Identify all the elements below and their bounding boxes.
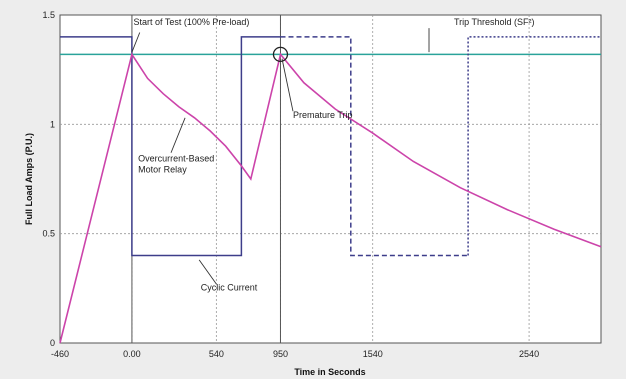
annotation-leader-cyclic [198,259,217,285]
premature-trip-marker [272,46,289,63]
x-tick-label-3: 950 [273,349,288,359]
annotation-start: Start of Test (100% Pre-load) [133,17,249,27]
x-tick-labels: -460 0.00 540 950 1540 2540 [51,349,539,359]
annotations-layer: Start of Test (100% Pre-load) Trip Thresh… [131,17,535,293]
y-tick-label-1: 0.5 [42,229,55,239]
y-tick-label-3: 1.5 [42,10,55,20]
y-tick-label-0: 0 [50,338,55,348]
x-tick-label-2: 540 [209,349,224,359]
x-tick-label-1: 0.00 [123,349,141,359]
series-cyclic-current [60,36,281,257]
annotation-leader-premature [281,58,294,112]
series-layer [59,36,602,344]
annotation-leader-relay-label-1 [170,117,186,153]
annotation-premature: Premature Trip [293,110,353,120]
x-axis-title: Time in Seconds [294,367,365,377]
series-relay [59,52,602,344]
y-tick-label-2: 1 [50,119,55,129]
plot-area [59,14,602,344]
y-tick-labels: 0 0.5 1 1.5 [42,10,55,348]
annotation-leader-start [131,32,141,53]
x-tick-label-4: 1540 [363,349,383,359]
series-cyclic-dashed [280,36,469,257]
x-tick-label-0: -460 [51,349,69,359]
annotation-relay-label-2: Motor Relay [138,164,187,174]
annotation-cyclic: Cyclic Current [201,283,258,293]
annotation-relay-label-1: Overcurrent-Based [138,154,214,164]
annotation-threshold: Trip Threshold (SF²) [454,17,535,27]
x-tick-label-5: 2540 [519,349,539,359]
series-cyclic-dotted [467,36,601,256]
y-axis-title: Full Load Amps (P.U.) [24,133,34,225]
